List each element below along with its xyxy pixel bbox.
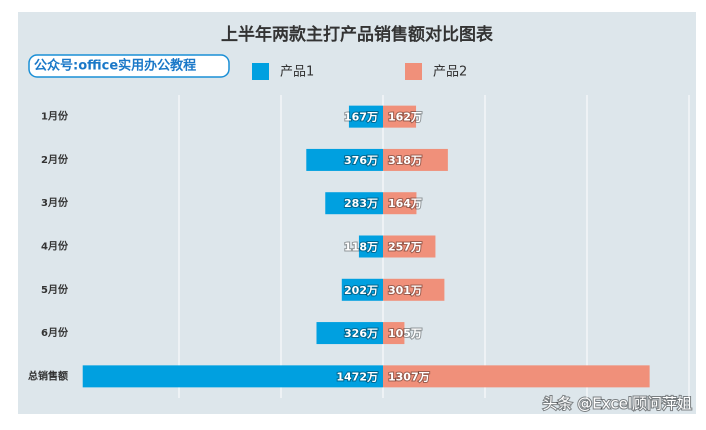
value-label: 202万 xyxy=(344,284,378,297)
legend-label: 产品2 xyxy=(433,65,467,80)
y-tick-label: 4月份 xyxy=(41,240,69,253)
bar xyxy=(383,148,448,171)
y-tick-label: 总销售额 xyxy=(28,369,68,382)
y-tick-label: 5月份 xyxy=(41,283,69,296)
value-label: 376万 xyxy=(344,154,378,167)
bar xyxy=(341,278,383,301)
bar xyxy=(383,322,405,345)
value-label: 301万 xyxy=(388,284,422,297)
value-label: 105万 xyxy=(388,327,422,340)
y-tick-label: 2月份 xyxy=(41,153,69,166)
value-label: 164万 xyxy=(388,197,422,210)
bar xyxy=(383,192,417,215)
bar xyxy=(383,235,436,258)
legend-label: 产品1 xyxy=(280,65,314,80)
chart-title: 上半年两款主打产品销售额对比图表 xyxy=(221,24,494,45)
legend-swatch xyxy=(405,63,422,80)
value-label: 167万 xyxy=(344,111,378,124)
bar xyxy=(383,105,417,128)
bar xyxy=(383,365,650,388)
bar xyxy=(383,278,445,301)
value-label: 1472万 xyxy=(336,370,378,383)
value-label: 283万 xyxy=(344,197,378,210)
y-tick-label: 3月份 xyxy=(41,196,69,209)
badge-box xyxy=(28,54,230,78)
y-tick-label: 6月份 xyxy=(41,326,69,339)
y-tick-label: 1月份 xyxy=(41,110,69,123)
value-label: 257万 xyxy=(388,241,422,254)
bar xyxy=(325,192,383,215)
bar xyxy=(316,322,383,345)
value-label: 162万 xyxy=(388,111,422,124)
bar xyxy=(348,105,383,128)
legend-swatch xyxy=(252,63,269,80)
bar xyxy=(306,148,383,171)
watermark: 头条 @Excel顾问萍姐 xyxy=(542,395,692,413)
value-label: 118万 xyxy=(344,241,378,254)
value-label: 1307万 xyxy=(388,370,430,383)
bar xyxy=(358,235,383,258)
bar xyxy=(82,365,383,388)
value-label: 326万 xyxy=(344,327,378,340)
badge: 公众号:office实用办公教程 xyxy=(34,58,196,74)
value-label: 318万 xyxy=(388,154,422,167)
